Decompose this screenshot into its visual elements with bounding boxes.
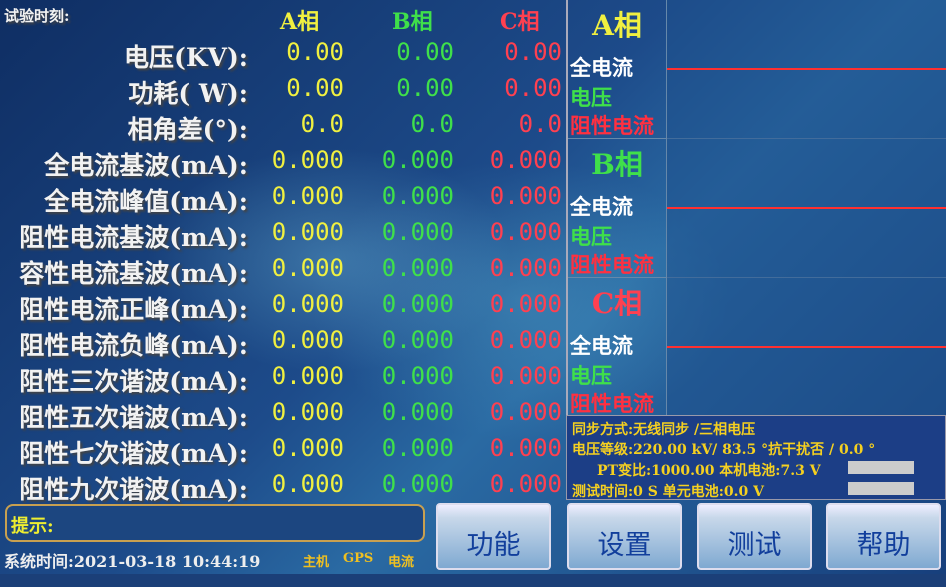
phase-b-value: 0.000	[381, 326, 454, 354]
phase-b-value: 0.000	[381, 218, 454, 246]
legend-total-current: 全电流	[570, 333, 633, 358]
phase-a-value: 0.000	[271, 146, 344, 174]
row-label: 功耗( W):	[128, 79, 248, 108]
voltage-level: 电压等级:220.00 kV/ 83.5 °抗干扰否 / 0.0 °	[572, 442, 876, 458]
help-button[interactable]: 帮助	[826, 503, 941, 570]
phase-a-value: 0.000	[271, 182, 344, 210]
phase-title: A相	[592, 9, 642, 42]
unit-battery-bar	[848, 482, 914, 495]
phase-a-value: 0.000	[271, 362, 344, 390]
phase-b-value: 0.000	[381, 362, 454, 390]
status-gps: GPS	[343, 551, 374, 566]
phase-a-value: 0.0	[300, 110, 344, 138]
phase-a-value: 0.000	[271, 290, 344, 318]
row-label: 阻性电流负峰(mA):	[19, 331, 248, 360]
row-label: 相角差(°):	[127, 115, 248, 144]
phase-c-value: 0.00	[504, 74, 562, 102]
test-time-label: 试验时刻:	[4, 7, 70, 25]
legend-voltage: 电压	[570, 224, 612, 249]
row-label: 阻性电流正峰(mA):	[19, 295, 248, 324]
legend-total-current: 全电流	[570, 55, 633, 80]
phase-c-value: 0.000	[489, 326, 562, 354]
phase-b-header: B相	[392, 9, 433, 35]
pt-ratio: PT变比:1000.00 本机电池:7.3 V	[597, 463, 821, 479]
legend-resistive-current: 阻性电流	[570, 391, 654, 416]
test-duration: 测试时间:0 S 单元电池:0.0 V	[572, 484, 765, 500]
phase-b-value: 0.000	[381, 470, 454, 498]
phase-b-value: 0.000	[381, 290, 454, 318]
legend-resistive-current: 阻性电流	[570, 113, 654, 138]
phase-b-value: 0.00	[396, 38, 454, 66]
row-label: 阻性九次谐波(mA):	[19, 475, 248, 504]
hint-label: 提示:	[11, 516, 54, 537]
phase-c-value: 0.000	[489, 398, 562, 426]
phase-title: B相	[591, 148, 643, 181]
phase-c-header: C相	[500, 9, 540, 35]
phase-b-value: 0.00	[396, 74, 454, 102]
legend-voltage: 电压	[570, 85, 612, 110]
phase-c-value: 0.000	[489, 362, 562, 390]
phase-a-header: A相	[280, 9, 320, 35]
test-button[interactable]: 测试	[697, 503, 812, 570]
phase-c-value: 0.000	[489, 146, 562, 174]
phase-title: C相	[591, 287, 643, 320]
phase-a-value: 0.00	[286, 74, 344, 102]
waveform-panel: A相 全电流 电压 阻性电流 B相 全电流 电压 阻性电流 C相 全电流 电压 …	[566, 0, 946, 417]
legend-resistive-current: 阻性电流	[570, 252, 654, 277]
phase-c-value: 0.000	[489, 290, 562, 318]
phase-a-value: 0.000	[271, 398, 344, 426]
waveform-line	[667, 68, 946, 70]
phase-c-value: 0.000	[489, 182, 562, 210]
phase-b-value: 0.000	[381, 434, 454, 462]
waveform-plot	[666, 0, 946, 139]
phase-a-value: 0.00	[286, 38, 344, 66]
phase-c-value: 0.000	[489, 434, 562, 462]
status-host: 主机	[303, 555, 330, 570]
info-panel: 同步方式:无线同步 /三相电压 电压等级:220.00 kV/ 83.5 °抗干…	[566, 415, 946, 500]
waveform-plot	[666, 278, 946, 417]
phase-c-value: 0.000	[489, 470, 562, 498]
phase-a-value: 0.000	[271, 470, 344, 498]
phase-c-value: 0.0	[518, 110, 562, 138]
status-current: 电流	[388, 555, 415, 570]
waveform-line	[667, 346, 946, 348]
legend-voltage: 电压	[570, 363, 612, 388]
sync-mode: 同步方式:无线同步 /三相电压	[572, 422, 756, 438]
phase-a-waveform-section: A相 全电流 电压 阻性电流	[568, 0, 946, 139]
phase-a-value: 0.000	[271, 434, 344, 462]
phase-c-waveform-section: C相 全电流 电压 阻性电流	[568, 278, 946, 417]
row-label: 阻性三次谐波(mA):	[19, 367, 248, 396]
phase-b-value: 0.000	[381, 182, 454, 210]
function-button[interactable]: 功能	[436, 503, 551, 570]
row-label: 阻性七次谐波(mA):	[19, 439, 248, 468]
phase-a-value: 0.000	[271, 254, 344, 282]
phase-b-value: 0.0	[410, 110, 454, 138]
row-label: 容性电流基波(mA):	[19, 259, 248, 288]
phase-b-value: 0.000	[381, 398, 454, 426]
system-time: 系统时间:2021-03-18 10:44:19	[4, 552, 261, 571]
phase-a-value: 0.000	[271, 326, 344, 354]
row-label: 全电流基波(mA):	[44, 151, 248, 180]
phase-a-value: 0.000	[271, 218, 344, 246]
phase-c-value: 0.000	[489, 218, 562, 246]
row-label: 全电流峰值(mA):	[44, 187, 248, 216]
settings-button[interactable]: 设置	[567, 503, 682, 570]
row-label: 阻性电流基波(mA):	[19, 223, 248, 252]
phase-b-value: 0.000	[381, 146, 454, 174]
phase-b-value: 0.000	[381, 254, 454, 282]
waveform-plot	[666, 139, 946, 278]
row-label: 阻性五次谐波(mA):	[19, 403, 248, 432]
waveform-line	[667, 207, 946, 209]
hint-box: 提示:	[5, 504, 425, 542]
phase-c-value: 0.00	[504, 38, 562, 66]
phase-c-value: 0.000	[489, 254, 562, 282]
host-battery-bar	[848, 461, 914, 474]
legend-total-current: 全电流	[570, 194, 633, 219]
row-label: 电压(KV):	[123, 43, 248, 72]
phase-b-waveform-section: B相 全电流 电压 阻性电流	[568, 139, 946, 278]
